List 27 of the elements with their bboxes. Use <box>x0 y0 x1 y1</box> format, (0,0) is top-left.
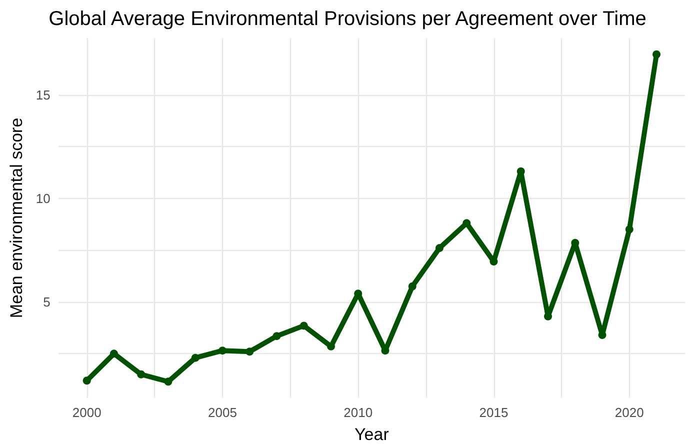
point <box>272 332 281 340</box>
point <box>652 50 661 58</box>
point <box>246 348 254 356</box>
point <box>110 350 118 358</box>
point <box>137 370 146 378</box>
y-tick-label: 10 <box>36 190 50 206</box>
point <box>625 225 634 234</box>
x-tick-label: 2005 <box>208 405 237 420</box>
point <box>408 282 416 290</box>
x-tick-label: 2015 <box>479 405 508 420</box>
x-tick-label: 2000 <box>72 405 102 420</box>
point <box>326 342 335 350</box>
point <box>300 322 308 330</box>
point <box>436 244 444 252</box>
y-tick-label: 5 <box>43 294 50 310</box>
y-axis-title: Mean environmental score <box>7 118 26 318</box>
point <box>218 346 226 355</box>
point <box>191 354 200 362</box>
point <box>462 219 471 228</box>
x-tick-label: 2010 <box>344 405 373 420</box>
y-tick-label: 15 <box>36 87 50 102</box>
point <box>164 378 172 386</box>
point <box>516 167 525 176</box>
x-axis-title: Year <box>354 425 390 444</box>
chart-title: Global Average Environmental Provisions per Agreement over Time <box>48 8 646 30</box>
x-tick-label: 2020 <box>614 405 644 420</box>
point <box>82 376 91 385</box>
